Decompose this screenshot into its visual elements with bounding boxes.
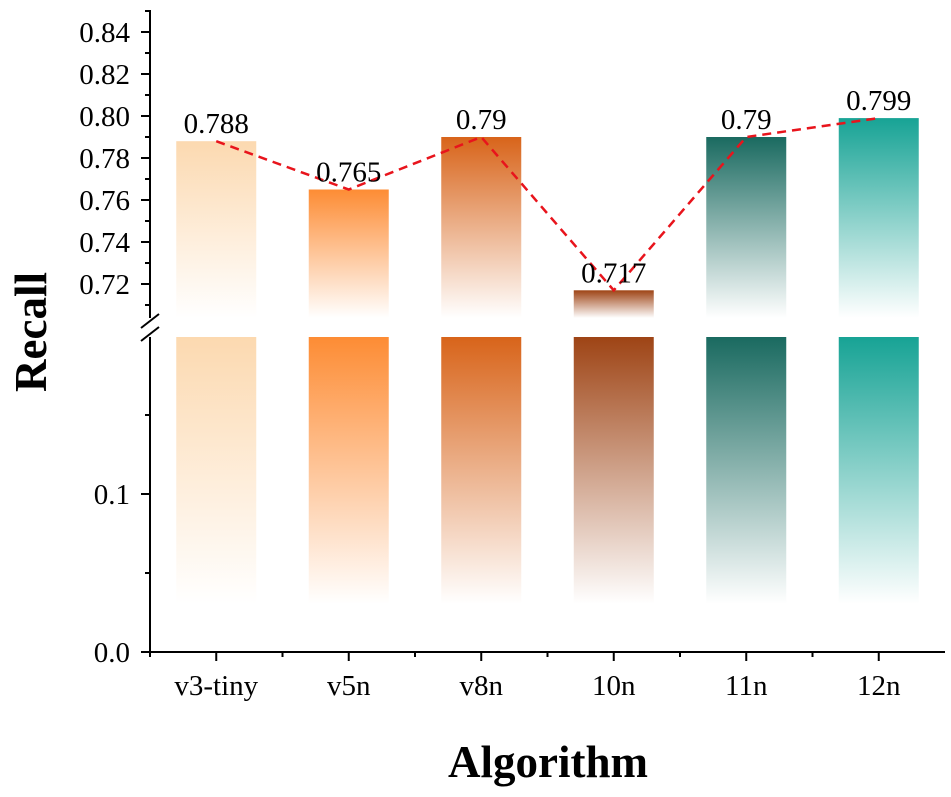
- value-label-v3-tiny: 0.788: [184, 108, 249, 140]
- x-tick-label-v5n: v5n: [327, 670, 371, 702]
- y-tick-label: 0.82: [79, 59, 130, 91]
- x-tick-label-v8n: v8n: [460, 670, 504, 702]
- y-axis-title: Recall: [6, 272, 56, 392]
- bar-upper-10n: [573, 290, 654, 318]
- bar-upper-v8n: [441, 137, 522, 318]
- y-tick-label: 0.76: [79, 185, 130, 217]
- trend-layer: [215, 116, 879, 293]
- value-label-12n: 0.799: [846, 85, 911, 117]
- bar-lower-12n: [838, 337, 919, 604]
- axis-layer: [140, 10, 945, 661]
- bar-lower-10n: [573, 337, 654, 604]
- bar-lower-v8n: [441, 337, 522, 604]
- value-label-10n: 0.717: [581, 257, 646, 289]
- bar-upper-11n: [706, 137, 787, 318]
- bar-upper-v5n: [308, 189, 389, 318]
- bar-upper-v3-tiny: [176, 141, 257, 318]
- x-tick-label-12n: 12n: [857, 670, 901, 702]
- y-tick-label: 0.74: [79, 227, 130, 259]
- x-tick-label-11n: 11n: [725, 670, 768, 702]
- x-tick-label-10n: 10n: [592, 670, 636, 702]
- y-tick-label: 0.84: [79, 17, 130, 49]
- value-label-11n: 0.79: [721, 104, 772, 136]
- axis-break-mark: [140, 326, 160, 342]
- bar-upper-12n: [838, 118, 919, 318]
- trend-line: [215, 116, 879, 293]
- x-axis-title: Algorithm: [448, 737, 648, 787]
- bar-lower-v5n: [308, 337, 389, 604]
- value-label-v5n: 0.765: [316, 157, 381, 189]
- y-tick-label: 0.80: [79, 101, 130, 133]
- bar-lower-11n: [706, 337, 787, 604]
- axis-break-mark: [140, 313, 160, 329]
- y-tick-label: 0.0: [94, 637, 130, 669]
- y-tick-label: 0.72: [79, 269, 130, 301]
- labels-layer: 0.788 0.765 0.79 0.717 0.79 0.799 0.72 0.74 0.76…: [79, 17, 911, 702]
- x-tick-label-v3-tiny: v3-tiny: [174, 670, 258, 702]
- y-tick-label: 0.78: [79, 143, 130, 175]
- y-tick-label: 0.1: [94, 479, 130, 511]
- bars-layer: [176, 118, 919, 604]
- bar-lower-v3-tiny: [176, 337, 257, 604]
- value-label-v8n: 0.79: [456, 104, 507, 136]
